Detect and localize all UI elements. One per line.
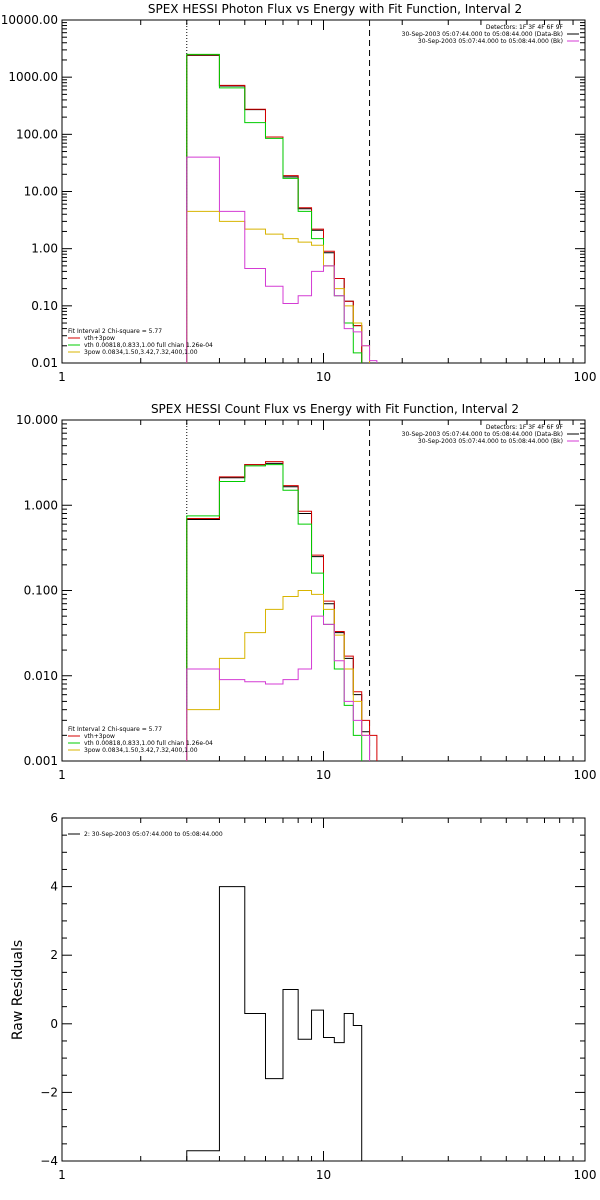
x-tick-label: 10 [316, 768, 331, 782]
count-flux-y-tick-labels: 10.000 1.000 0.100 0.010 0.001 [16, 413, 58, 768]
y-tick-label: −2 [40, 1085, 58, 1099]
legend-text: 3pow 0.0834,1.50,3.42,7.32,400,1.00 [84, 349, 198, 356]
y-tick-label: −4 [40, 1154, 58, 1168]
legend-text: 30-Sep-2003 05:07:44.000 to 05:08:44.000… [402, 31, 563, 38]
residuals-y-tick-labels: 6 4 2 0 −2 −4 [40, 811, 58, 1168]
legend-text: 2: 30-Sep-2003 05:07:44.000 to 05:08:44.… [84, 831, 223, 838]
series-bk-line [186, 156, 378, 363]
legend-text: Detectors: 1F 3F 4F 6F 9F [486, 424, 564, 431]
legend-text: 30-Sep-2003 05:07:44.000 to 05:08:44.000… [418, 38, 563, 45]
count-flux-x-tick-labels: 1 10 100 [58, 768, 596, 782]
residuals-series [186, 886, 363, 1161]
y-tick-label: 100.00 [16, 127, 58, 141]
x-tick-label: 10 [316, 1168, 331, 1182]
y-tick-label: 10.000 [16, 413, 58, 427]
y-tick-label: 10.00 [24, 185, 58, 199]
x-tick-label: 100 [574, 768, 597, 782]
y-tick-label: 4 [50, 880, 58, 894]
photon-flux-legend-bottom-left: Fit Interval 2 Chi-square = 5.77 vth+3po… [68, 328, 213, 356]
series-vth-line [186, 53, 363, 363]
x-tick-label: 1 [58, 768, 66, 782]
y-tick-label: 0.01 [31, 356, 58, 370]
y-tick-label: 1.00 [31, 242, 58, 256]
photon-flux-title: SPEX HESSI Photon Flux vs Energy with Fi… [148, 2, 522, 16]
y-tick-label: 0.001 [24, 754, 58, 768]
residuals-y-axis-label: Raw Residuals [10, 940, 26, 1040]
residuals-legend: 2: 30-Sep-2003 05:07:44.000 to 05:08:44.… [68, 831, 223, 838]
count-flux-legend-top-right: Detectors: 1F 3F 4F 6F 9F 30-Sep-2003 05… [402, 424, 579, 445]
legend-text: 30-Sep-2003 05:07:44.000 to 05:08:44.000… [402, 431, 563, 438]
count-flux-ticks [61, 419, 586, 762]
series-3pow-line [186, 590, 371, 761]
photon-flux-legend-top-right: Detectors: 1F 3F 4F 6F 9F 30-Sep-2003 05… [402, 24, 579, 45]
y-tick-label: 1.000 [24, 498, 58, 512]
y-tick-label: 0.10 [31, 299, 58, 313]
y-tick-label: 1000.00 [8, 70, 58, 84]
x-tick-label: 1 [58, 1168, 66, 1182]
y-tick-label: 0 [50, 1017, 58, 1031]
legend-text: 3pow 0.0834,1.50,3.42,7.32,400,1.00 [84, 747, 198, 754]
series-2-line [186, 886, 363, 1161]
x-tick-label: 10 [316, 370, 331, 384]
x-tick-label: 100 [574, 370, 597, 384]
count-flux-legend-bottom-left: Fit Interval 2 Chi-square = 5.77 vth+3po… [68, 726, 213, 754]
series-vth-3pow-line [186, 54, 363, 363]
residuals-panel: Raw Residuals 6 4 2 0 −2 −4 1 10 100 2: … [10, 811, 596, 1182]
legend-text: Fit Interval 2 Chi-square = 5.77 [68, 726, 162, 733]
photon-flux-x-tick-labels: 1 10 100 [58, 370, 596, 384]
residuals-ticks [61, 817, 586, 1162]
photon-flux-series [186, 53, 378, 363]
y-tick-label: 10000.00 [1, 13, 58, 27]
legend-text: Detectors: 1F 3F 4F 6F 9F [486, 24, 564, 31]
count-flux-reference-lines [186, 420, 371, 761]
photon-flux-y-tick-labels: 10000.00 1000.00 100.00 10.00 1.00 0.10 … [1, 13, 58, 370]
y-tick-label: 0.100 [24, 584, 58, 598]
legend-text: vth+3pow [84, 733, 115, 740]
count-flux-series [186, 461, 378, 761]
legend-text: vth 0.00818,0.833,1.00 full chian 1.26e-… [84, 342, 213, 349]
legend-text: vth+3pow [84, 335, 115, 342]
residuals-x-tick-labels: 1 10 100 [58, 1168, 596, 1182]
count-flux-title: SPEX HESSI Count Flux vs Energy with Fit… [151, 402, 519, 416]
y-tick-label: 0.010 [24, 669, 58, 683]
x-tick-label: 1 [58, 370, 66, 384]
legend-text: vth 0.00818,0.833,1.00 full chian 1.26e-… [84, 740, 213, 747]
series-bk-line [186, 615, 371, 761]
series-vth-line [186, 464, 363, 761]
photon-flux-panel: SPEX HESSI Photon Flux vs Energy with Fi… [1, 2, 597, 384]
count-flux-panel: SPEX HESSI Count Flux vs Energy with Fit… [16, 402, 596, 782]
x-tick-label: 100 [574, 1168, 597, 1182]
legend-text: 30-Sep-2003 05:07:44.000 to 05:08:44.000… [418, 438, 563, 445]
legend-text: Fit Interval 2 Chi-square = 5.77 [68, 328, 162, 335]
photon-flux-ticks [61, 19, 586, 364]
y-tick-label: 6 [50, 811, 58, 825]
y-tick-label: 2 [50, 948, 58, 962]
